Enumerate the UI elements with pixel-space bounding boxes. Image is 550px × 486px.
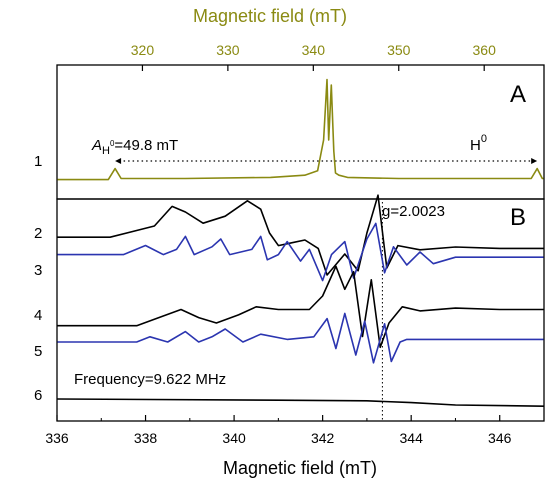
bottom-tick-label-0: 336 — [45, 430, 69, 446]
ah-annotation-value: =49.8 mT — [114, 137, 178, 154]
trace-label-5: 5 — [34, 343, 42, 360]
top-tick-label-1: 330 — [216, 42, 240, 58]
ah-annotation-sub: H — [102, 145, 110, 157]
ah-span-arrow — [115, 158, 538, 164]
traces — [57, 78, 544, 407]
frequency-label: Frequency=9.622 MHz — [74, 371, 226, 388]
trace-label-2: 2 — [34, 225, 42, 242]
top-tick-label-3: 350 — [387, 42, 411, 58]
trace-label-6: 6 — [34, 387, 42, 404]
trace-1 — [57, 78, 544, 181]
h0-annotation: H0 — [470, 133, 487, 154]
panel-b-frame — [56, 198, 545, 422]
top-tick-label-4: 360 — [473, 42, 497, 58]
trace-2 — [57, 194, 544, 276]
h0-sup: 0 — [481, 133, 487, 145]
trace-5 — [57, 312, 544, 364]
ah-annotation: AH0=49.8 mT — [91, 137, 178, 157]
span-arrow-right — [531, 158, 538, 164]
bottom-tick-label-4: 344 — [400, 430, 424, 446]
panel-letter-a: A — [510, 81, 526, 108]
span-arrow-left — [115, 158, 122, 164]
ah-annotation-symbol: A — [91, 137, 102, 154]
h0-symbol: H — [470, 137, 481, 154]
trace-6 — [57, 398, 544, 407]
trace-label-4: 4 — [34, 307, 42, 324]
panel-letter-b: B — [510, 204, 526, 231]
bottom-tick-label-3: 342 — [311, 430, 335, 446]
top-tick-label-2: 340 — [302, 42, 326, 58]
top-axis-title: Magnetic field (mT) — [193, 6, 347, 26]
bottom-axis-ticks: 336 338 340 342 344 346 — [45, 415, 545, 446]
bottom-tick-label-1: 338 — [134, 430, 158, 446]
bottom-tick-label-5: 346 — [488, 430, 512, 446]
trace-label-3: 3 — [34, 262, 42, 279]
bottom-axis-title: Magnetic field (mT) — [223, 458, 377, 478]
trace-labels: 1 2 3 4 5 6 — [34, 153, 42, 404]
g-value-label: g=2.0023 — [382, 203, 445, 220]
top-axis-ticks: 320 330 340 350 360 — [131, 42, 496, 71]
top-tick-label-0: 320 — [131, 42, 155, 58]
trace-label-1: 1 — [34, 153, 42, 170]
trace-4 — [57, 265, 544, 349]
bottom-tick-label-2: 340 — [222, 430, 246, 446]
ah-annotation-sup: 0 — [110, 139, 115, 148]
trace-3 — [57, 222, 544, 282]
